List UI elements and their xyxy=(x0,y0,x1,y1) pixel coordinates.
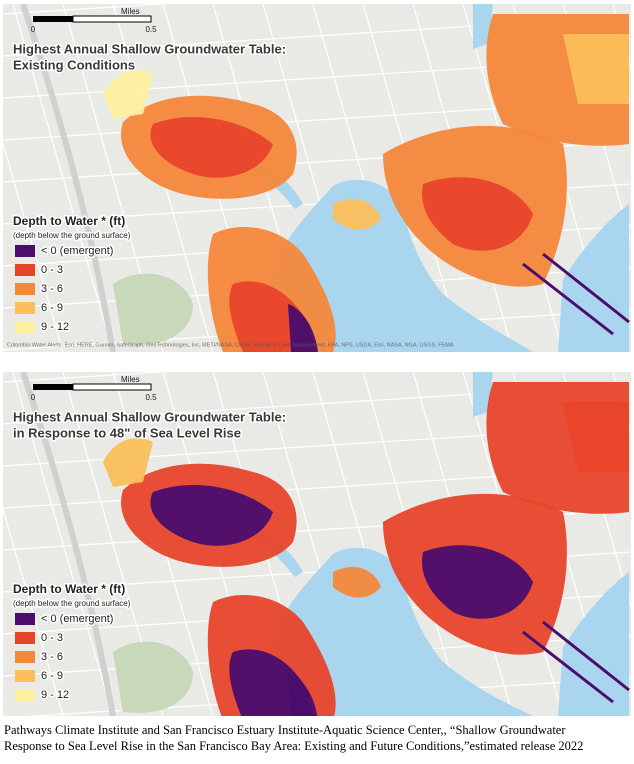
legend-label: 9 - 12 xyxy=(41,321,69,333)
legend-subtitle: (depth below the ground surface) xyxy=(13,599,131,608)
street xyxy=(612,4,631,69)
pier xyxy=(542,620,630,692)
street xyxy=(3,4,170,15)
legend-swatch xyxy=(15,613,35,625)
groundwater-zone xyxy=(150,484,273,546)
legend-label: < 0 (emergent) xyxy=(41,613,113,625)
groundwater-zone xyxy=(150,116,273,178)
legend-title: Depth to Water * (ft) xyxy=(13,214,125,228)
legend-swatch xyxy=(15,651,35,663)
caption-line: Pathways Climate Institute and San Franc… xyxy=(4,723,566,737)
scale-unit: Miles xyxy=(121,375,140,384)
scale-tick: 0 xyxy=(31,393,36,402)
caption-line: Response to Sea Level Rise in the San Fr… xyxy=(4,739,583,753)
map-title: Highest Annual Shallow Groundwater Table… xyxy=(13,409,286,424)
park xyxy=(113,273,193,345)
map-panel: Miles 0 0.5 Highest Annual Shallow Groundwa… xyxy=(3,4,631,352)
legend-label: 9 - 12 xyxy=(41,689,69,701)
scale-bar xyxy=(72,15,152,23)
legend-label: 3 - 6 xyxy=(41,283,63,295)
street xyxy=(612,372,631,437)
legend-swatch xyxy=(15,670,35,682)
map-body xyxy=(3,4,631,352)
pier xyxy=(542,252,630,324)
legend-label: 0 - 3 xyxy=(41,632,63,644)
attribution: Colombia Water Alerts, Esri, HERE, Garmi… xyxy=(7,342,454,348)
scale-bar xyxy=(72,383,152,391)
legend-subtitle: (depth below the ground surface) xyxy=(13,231,131,240)
street xyxy=(3,372,170,383)
map-title: in Response to 48" of Sea Level Rise xyxy=(13,425,241,440)
scale-bar xyxy=(33,384,73,390)
water xyxy=(558,572,629,716)
legend-label: 0 - 3 xyxy=(41,264,63,276)
legend-swatch xyxy=(15,632,35,644)
groundwater-zone xyxy=(288,672,318,716)
scale-bar xyxy=(33,16,73,22)
scale-tick: 0.5 xyxy=(145,25,157,34)
groundwater-zone xyxy=(103,70,153,119)
map-title: Existing Conditions xyxy=(13,57,135,72)
groundwater-zone xyxy=(422,545,533,619)
water xyxy=(558,204,629,352)
groundwater-zone xyxy=(422,177,533,251)
map-panel: Miles 0 0.5 Highest Annual Shallow Groundwa… xyxy=(3,372,631,716)
street xyxy=(3,141,64,352)
street xyxy=(12,372,114,716)
scale-tick: 0 xyxy=(31,25,36,34)
scale-tick: 0.5 xyxy=(145,393,157,402)
legend-label: 3 - 6 xyxy=(41,651,63,663)
groundwater-zone xyxy=(288,304,318,352)
legend-swatch xyxy=(15,321,35,333)
scale-unit: Miles xyxy=(121,7,140,16)
legend-swatch xyxy=(15,302,35,314)
legend-swatch xyxy=(15,283,35,295)
legend-title: Depth to Water * (ft) xyxy=(13,582,125,596)
park xyxy=(113,641,193,713)
groundwater-zone xyxy=(103,438,153,487)
highway xyxy=(20,372,116,716)
pier xyxy=(522,262,614,336)
legend-label: < 0 (emergent) xyxy=(41,245,113,257)
map-body xyxy=(3,372,631,716)
legend-swatch xyxy=(15,245,35,257)
legend-swatch xyxy=(15,689,35,701)
legend-label: 6 - 9 xyxy=(41,302,63,314)
groundwater-zone xyxy=(563,402,629,472)
groundwater-zone xyxy=(563,34,629,104)
groundwater-zone xyxy=(333,199,381,230)
legend-label: 6 - 9 xyxy=(41,670,63,682)
highway xyxy=(20,4,116,352)
pier xyxy=(522,630,614,704)
map-title: Highest Annual Shallow Groundwater Table… xyxy=(13,41,286,56)
legend-swatch xyxy=(15,264,35,276)
groundwater-zone xyxy=(333,567,381,598)
street xyxy=(3,507,64,716)
